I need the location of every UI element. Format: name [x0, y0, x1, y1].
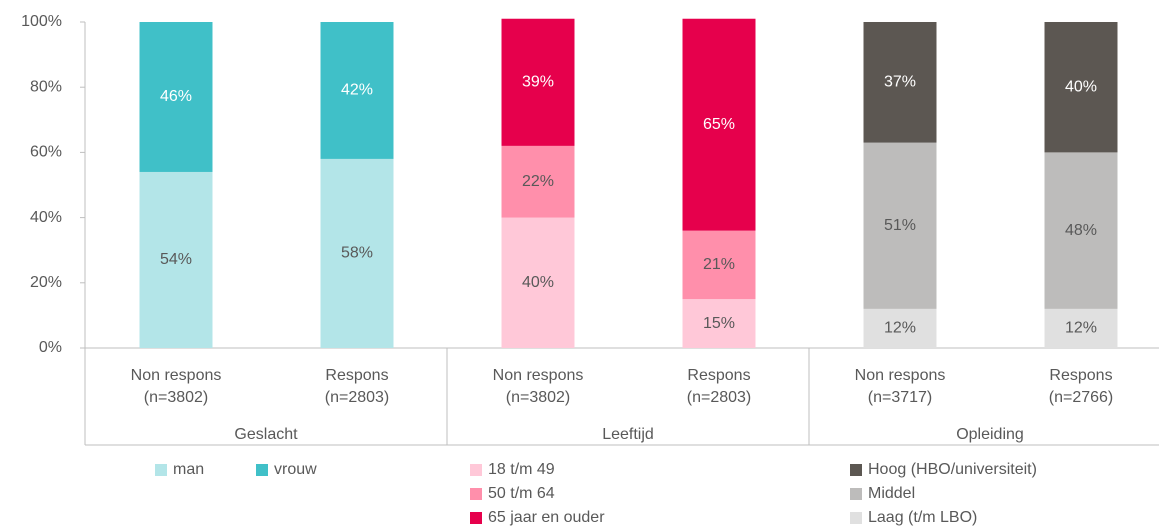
bar-segment — [863, 308, 937, 348]
legend-label: 50 t/m 64 — [488, 485, 555, 502]
data-label: 40% — [522, 274, 554, 291]
x-tick-label: (n=3717) — [868, 389, 933, 406]
data-label: 42% — [341, 82, 373, 99]
y-tick-label: 80% — [30, 78, 62, 95]
data-label: 12% — [1065, 320, 1097, 337]
bar-segment — [1044, 152, 1118, 309]
legend-label: Middel — [868, 485, 915, 502]
x-tick-label: Respons — [687, 367, 750, 384]
legend-label: man — [173, 461, 204, 478]
legend-swatch — [850, 488, 862, 500]
data-label: 12% — [884, 320, 916, 337]
data-label: 51% — [884, 217, 916, 234]
legend-label: 65 jaar en ouder — [488, 509, 605, 526]
legend-label: Hoog (HBO/universiteit) — [868, 461, 1037, 478]
legend-swatch — [850, 464, 862, 476]
x-tick-label: (n=2803) — [325, 389, 390, 406]
legend-swatch — [470, 512, 482, 524]
bar-segment — [320, 22, 394, 159]
legend-label: 18 t/m 49 — [488, 461, 555, 478]
data-label: 65% — [703, 116, 735, 133]
bar-segment — [501, 145, 575, 218]
legend-label: vrouw — [274, 461, 317, 478]
data-label: 22% — [522, 173, 554, 190]
data-label: 21% — [703, 256, 735, 273]
x-tick-label: (n=3802) — [144, 389, 209, 406]
data-label: 15% — [703, 315, 735, 332]
x-tick-label: Non respons — [493, 367, 584, 384]
bar-segment — [682, 18, 756, 231]
bar-segment — [139, 22, 213, 172]
bar-segment — [501, 217, 575, 348]
y-tick-label: 0% — [39, 339, 62, 356]
data-label: 58% — [341, 245, 373, 262]
y-tick-label: 100% — [21, 13, 62, 30]
y-tick-label: 60% — [30, 144, 62, 161]
legend-swatch — [155, 464, 167, 476]
legend-label: Laag (t/m LBO) — [868, 509, 977, 526]
x-tick-label: Non respons — [131, 367, 222, 384]
x-tick-label: Non respons — [855, 367, 946, 384]
group-label: Leeftijd — [602, 426, 654, 443]
bar-segment — [863, 142, 937, 309]
group-label: Opleiding — [956, 426, 1024, 443]
bar-segment — [501, 18, 575, 146]
bar-segment — [1044, 308, 1118, 348]
x-tick-label: (n=2766) — [1049, 389, 1114, 406]
legend-swatch — [470, 464, 482, 476]
x-tick-label: Respons — [1049, 367, 1112, 384]
bar-segment — [682, 230, 756, 300]
legend-swatch — [850, 512, 862, 524]
x-tick-label: (n=3802) — [506, 389, 571, 406]
legend-swatch — [470, 488, 482, 500]
bar-segment — [1044, 22, 1118, 153]
data-label: 37% — [884, 74, 916, 91]
y-tick-label: 20% — [30, 274, 62, 291]
data-label: 48% — [1065, 222, 1097, 239]
data-label: 39% — [522, 74, 554, 91]
legend-swatch — [256, 464, 268, 476]
bar-segment — [320, 158, 394, 348]
y-tick-label: 40% — [30, 209, 62, 226]
data-label: 46% — [160, 88, 192, 105]
x-tick-label: (n=2803) — [687, 389, 752, 406]
x-tick-label: Respons — [325, 367, 388, 384]
bar-segment — [139, 171, 213, 348]
bar-segment — [682, 299, 756, 348]
data-label: 54% — [160, 251, 192, 268]
group-label: Geslacht — [234, 426, 298, 443]
bar-segment — [863, 22, 937, 143]
data-label: 40% — [1065, 78, 1097, 95]
